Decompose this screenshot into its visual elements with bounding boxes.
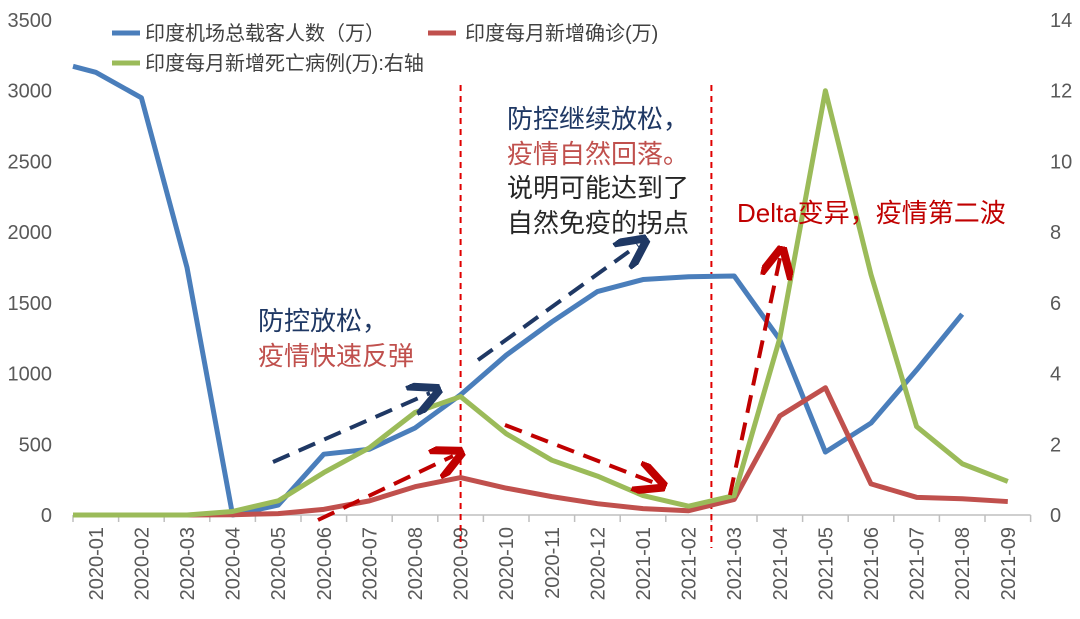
x-tick-label: 2020-11 bbox=[542, 527, 564, 599]
arrow-relax-2 bbox=[476, 245, 638, 362]
x-tick-label: 2021-09 bbox=[998, 527, 1020, 600]
x-tick-label: 2020-08 bbox=[405, 527, 427, 600]
x-tick-label: 2020-12 bbox=[587, 527, 609, 600]
arrow-relax-1 bbox=[272, 393, 430, 464]
x-tick-label: 2020-03 bbox=[177, 527, 199, 600]
y-right-tick-label: 0 bbox=[1050, 505, 1061, 527]
x-tick-label: 2020-09 bbox=[451, 527, 473, 600]
y-left-tick-label: 3500 bbox=[8, 10, 53, 32]
arrow-second-wave bbox=[728, 258, 780, 496]
x-tick-label: 2020-05 bbox=[268, 527, 290, 600]
x-tick-label: 2021-08 bbox=[952, 527, 974, 600]
annotation-relax-more: 防控继续放松， bbox=[507, 104, 689, 134]
x-tick-label: 2021-02 bbox=[679, 527, 701, 600]
y-right-tick-label: 10 bbox=[1050, 151, 1072, 173]
y-left-tick-label: 3000 bbox=[8, 81, 53, 103]
arrow-decline bbox=[504, 423, 655, 483]
annotation-decline: 疫情自然回落。 bbox=[507, 139, 689, 169]
legend-label-cases: 印度每月新增确诊(万) bbox=[465, 22, 658, 45]
annotation-relax: 防控放松， bbox=[258, 306, 388, 336]
series-line-1 bbox=[95, 385, 1008, 518]
legend-label-passengers: 印度机场总载客人数（万） bbox=[145, 22, 385, 45]
y-left-tick-label: 1500 bbox=[8, 293, 53, 315]
x-tick-label: 2021-04 bbox=[770, 527, 792, 600]
y-left-tick-label: 500 bbox=[19, 434, 52, 456]
x-tick-label: 2021-07 bbox=[907, 527, 929, 600]
x-tick-label: 2020-06 bbox=[314, 527, 336, 600]
y-left-tick-label: 2500 bbox=[8, 151, 53, 173]
y-right-tick-label: 4 bbox=[1050, 364, 1061, 386]
annotation-explain-1: 说明可能达到了 bbox=[507, 173, 689, 203]
y-right-tick-label: 6 bbox=[1050, 293, 1061, 315]
arrow-rebound bbox=[317, 456, 453, 522]
x-tick-label: 2021-06 bbox=[861, 527, 883, 600]
y-right-tick-label: 14 bbox=[1050, 10, 1072, 32]
y-left-tick-label: 1000 bbox=[8, 364, 53, 386]
x-tick-label: 2020-07 bbox=[359, 527, 381, 600]
x-tick-label: 2020-10 bbox=[496, 527, 518, 600]
annotation-rebound: 疫情快速反弹 bbox=[258, 341, 414, 371]
annotation-delta: Delta变异，疫情第二波 bbox=[737, 198, 1006, 228]
x-tick-label: 2021-01 bbox=[633, 527, 655, 600]
series-line-2 bbox=[73, 88, 1009, 518]
x-tick-label: 2020-02 bbox=[131, 527, 153, 600]
legend-label-deaths: 印度每月新增死亡病例(万):右轴 bbox=[145, 52, 424, 75]
x-tick-label: 2021-05 bbox=[815, 527, 837, 600]
y-left-tick-label: 0 bbox=[41, 505, 52, 527]
x-tick-label: 2020-04 bbox=[223, 527, 245, 600]
y-right-tick-label: 2 bbox=[1050, 434, 1061, 456]
y-right-tick-label: 12 bbox=[1050, 81, 1072, 103]
x-tick-label: 2020-01 bbox=[86, 527, 108, 600]
annotation-explain-2: 自然免疫的拐点 bbox=[507, 208, 689, 238]
y-right-tick-label: 8 bbox=[1050, 222, 1061, 244]
x-tick-label: 2021-03 bbox=[724, 527, 746, 600]
y-left-tick-label: 2000 bbox=[8, 222, 53, 244]
